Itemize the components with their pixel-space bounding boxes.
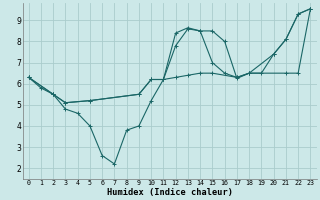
X-axis label: Humidex (Indice chaleur): Humidex (Indice chaleur) [107,188,233,197]
